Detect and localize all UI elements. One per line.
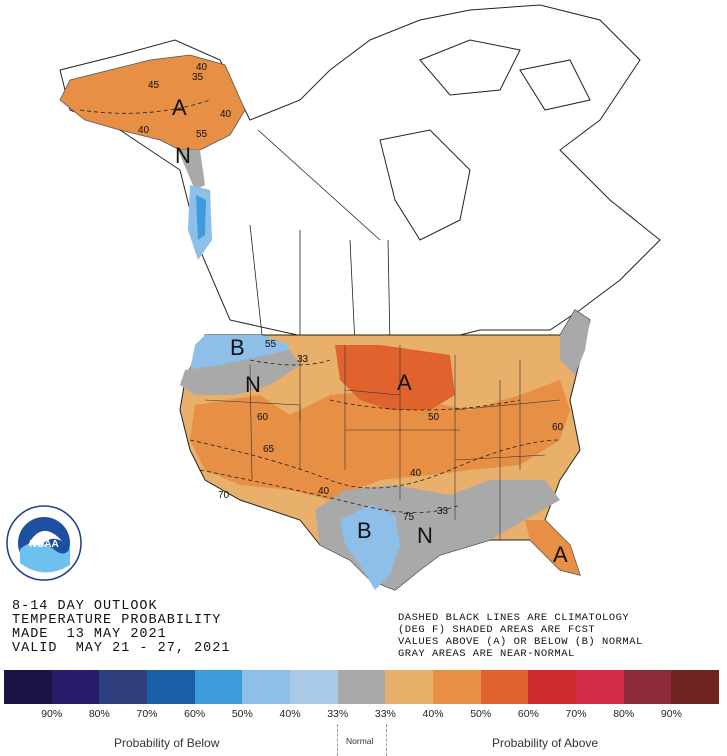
scale-tick-label: 40% [422, 708, 444, 720]
probability-tick-labels: 90% 80% 70% 60% 50% 40% 33% 33% 40% 50% 60% 70% 80% 9… [4, 708, 719, 720]
scale-tick-label: 90% [41, 708, 63, 720]
contour-label: 40 [138, 125, 150, 136]
scale-swatch [433, 670, 481, 704]
florida-above-area [525, 520, 580, 575]
outlook-title-line2: TEMPERATURE PROBABILITY [12, 613, 222, 628]
contour-label: 35 [192, 72, 204, 83]
contour-label: 50 [428, 412, 440, 423]
scale-swatch [51, 670, 100, 704]
scale-tick-label: 40% [279, 708, 301, 720]
scale-swatch [385, 670, 434, 704]
outlook-made-date: MADE 13 MAY 2021 [12, 627, 167, 642]
nw-normal-label: N [245, 372, 261, 397]
texas-below-label: B [357, 518, 372, 543]
texas-below-area [340, 505, 400, 590]
outlook-title-line1: 8-14 DAY OUTLOOK [12, 599, 158, 614]
alaska-above-label: A [172, 95, 187, 120]
contour-label: 60 [257, 412, 269, 423]
contour-label: 40 [410, 468, 422, 479]
south-normal-label: N [417, 523, 433, 548]
caption-probability-below: Probability of Below [114, 736, 220, 750]
noaa-logo-text: NOAA [29, 539, 58, 550]
legend-note-line4: GRAY AREAS ARE NEAR-NORMAL [398, 648, 575, 660]
scale-tick-label: 33% [327, 708, 349, 720]
florida-above-label: A [553, 542, 568, 567]
scale-captions: Probability of Below Normal Probability … [4, 736, 719, 756]
scale-tick-label: 90% [660, 708, 682, 720]
contour-label: 75 [403, 512, 415, 523]
scale-swatch [242, 670, 291, 704]
contour-label: 40 [196, 62, 208, 73]
temperature-outlook-map: A N B N A B N A 40 35 55 45 40 40 55 33 … [59, 4, 661, 591]
contour-label: 60 [552, 422, 564, 433]
legend-note-line3: VALUES ABOVE (A) OR BELOW (B) NORMAL [398, 636, 643, 648]
north-central-above-label: A [397, 370, 412, 395]
caption-normal: Normal [346, 736, 374, 746]
contour-label: 33 [437, 506, 449, 517]
caption-probability-above: Probability of Above [492, 736, 599, 750]
scale-swatch [194, 670, 243, 704]
north-america-outline [59, 4, 661, 346]
scale-swatch [480, 670, 529, 704]
scale-swatch [528, 670, 577, 704]
outlook-valid-dates: VALID MAY 21 - 27, 2021 [12, 641, 231, 656]
scale-tick-label: 80% [613, 708, 635, 720]
scale-tick-label: 60% [184, 708, 206, 720]
contour-label: 45 [148, 80, 160, 91]
scale-swatch [147, 670, 195, 704]
scale-tick-label: 80% [88, 708, 110, 720]
alaska-above-area [59, 54, 246, 151]
contour-label: 55 [265, 339, 277, 350]
contour-label: 40 [220, 109, 232, 120]
scale-divider [337, 724, 338, 756]
contour-label: 40 [318, 486, 330, 497]
probability-color-scale [4, 670, 720, 704]
scale-swatch [290, 670, 338, 704]
scale-swatch [623, 670, 672, 704]
scale-tick-label: 50% [470, 708, 492, 720]
contour-label: 33 [297, 354, 309, 365]
contour-label: 55 [196, 129, 208, 140]
scale-divider [386, 724, 387, 756]
north-central-above-area [335, 345, 455, 410]
nw-below-label: B [230, 335, 245, 360]
legend-note-line2: (DEG F) SHADED AREAS ARE FCST [398, 624, 596, 636]
scale-tick-label: 70% [565, 708, 587, 720]
scale-swatch [337, 670, 386, 704]
scale-tick-label: 50% [231, 708, 253, 720]
legend-note: DASHED BLACK LINES ARE CLIMATOLOGY (DEG … [398, 612, 643, 660]
legend-note-line1: DASHED BLACK LINES ARE CLIMATOLOGY [398, 612, 630, 624]
noaa-logo-icon: NOAA [6, 505, 82, 581]
alaska-normal-label: N [175, 143, 191, 168]
contour-label: 70 [218, 490, 230, 501]
scale-swatch [576, 670, 624, 704]
scale-tick-label: 70% [136, 708, 158, 720]
scale-swatch [4, 670, 52, 704]
scale-tick-label: 60% [517, 708, 539, 720]
contour-label: 65 [263, 444, 275, 455]
scale-swatch [99, 670, 148, 704]
outlook-title-block: 8-14 DAY OUTLOOK TEMPERATURE PROBABILITY… [12, 600, 230, 656]
scale-tick-label: 33% [374, 708, 396, 720]
scale-swatch [671, 670, 720, 704]
